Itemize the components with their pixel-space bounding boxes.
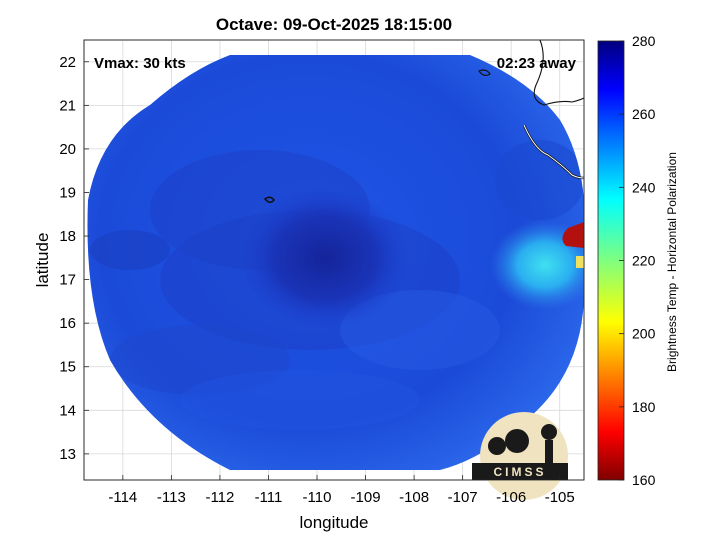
- y-tick-label: 16: [59, 315, 76, 332]
- time-away-label: 02:23 away: [497, 55, 577, 72]
- colorbar-tick-label: 160: [632, 472, 656, 488]
- colorbar-tick-label: 220: [632, 253, 656, 269]
- y-tick-label: 19: [59, 184, 76, 201]
- brightness-temp-swath: [87, 55, 584, 470]
- y-tick-label: 13: [59, 446, 76, 463]
- colorbar-tick-label: 200: [632, 326, 656, 342]
- colorbar-label: Brightness Temp - Horizontal Polarizatio…: [665, 152, 679, 372]
- colorbar-ticks: 160 180 200 220 240 260 280: [619, 33, 656, 488]
- coastline: [263, 40, 584, 203]
- colorbar-tick-label: 240: [632, 179, 656, 195]
- y-tick-label: 22: [59, 54, 76, 71]
- x-tick-label: -107: [448, 489, 478, 506]
- y-tick-label: 15: [59, 359, 76, 376]
- x-tick-label: -113: [157, 489, 186, 506]
- y-tick-label: 20: [59, 141, 76, 158]
- y-tick-label: 17: [59, 272, 76, 289]
- x-axis-label: longitude: [299, 513, 368, 532]
- y-axis-ticks: 13 14 15 16 17 18 19 20 21 22: [59, 54, 89, 463]
- x-tick-label: -112: [205, 489, 234, 506]
- y-tick-label: 14: [59, 402, 76, 419]
- x-tick-label: -108: [399, 489, 429, 506]
- y-tick-label: 21: [59, 97, 76, 114]
- y-tick-label: 18: [59, 228, 76, 245]
- colorbar-tick-label: 180: [632, 399, 656, 415]
- cimss-logo-text: CIMSS: [493, 465, 546, 479]
- x-tick-label: -110: [303, 489, 332, 506]
- colorbar-tick-label: 260: [632, 106, 656, 122]
- y-axis-label: latitude: [33, 233, 52, 288]
- x-axis-ticks: -114 -113 -112 -111 -110 -109 -108 -107 -106 -105: [108, 475, 575, 506]
- x-tick-label: -105: [545, 489, 575, 506]
- cimss-logo: CIMSS: [472, 412, 568, 500]
- storm-core: [240, 188, 410, 328]
- x-tick-label: -106: [496, 489, 526, 506]
- x-tick-label: -111: [255, 489, 283, 506]
- colorbar-tick-label: 280: [632, 33, 656, 49]
- x-tick-label: -109: [351, 489, 381, 506]
- vmax-label: Vmax: 30 kts: [94, 55, 186, 72]
- figure-title: Octave: 09-Oct-2025 18:15:00: [216, 15, 452, 34]
- x-tick-label: -114: [108, 489, 137, 506]
